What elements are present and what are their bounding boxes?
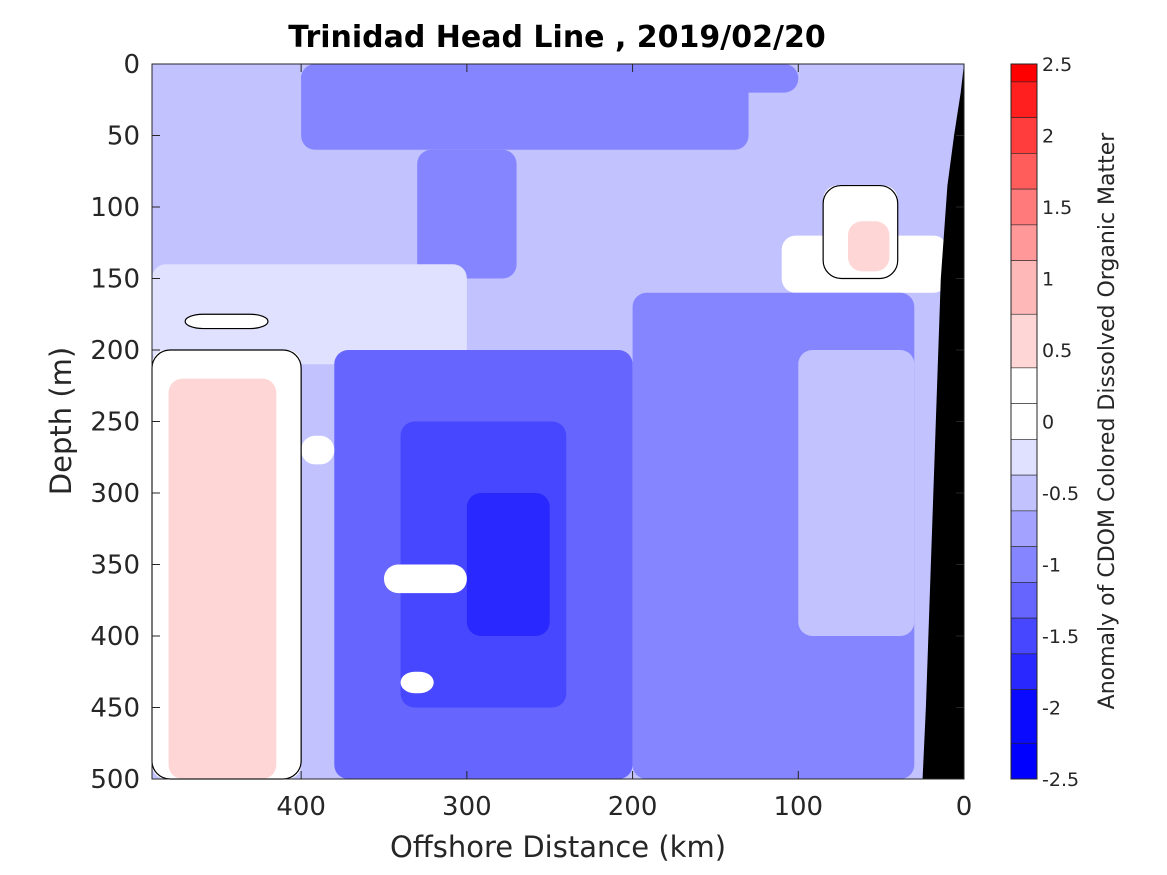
x-tick-label: 300: [442, 792, 492, 822]
chart-title: Trinidad Head Line , 2019/02/20: [288, 20, 825, 55]
colorbar-swatch: [1010, 188, 1038, 226]
y-tick-label: 450: [90, 694, 140, 724]
colorbar-tick-label: 2.5: [1042, 54, 1072, 76]
anomaly-region: [848, 221, 890, 272]
x-tick-label: 200: [608, 792, 658, 822]
colorbar-swatch: [1010, 439, 1038, 476]
y-tick-label: 0: [123, 50, 140, 80]
x-tick-label: 0: [956, 792, 973, 822]
colorbar-swatch: [1010, 689, 1038, 744]
colorbar-label: Anomaly of CDOM Colored Dissolved Organi…: [1095, 132, 1120, 710]
anomaly-region: [417, 149, 517, 279]
colorbar-swatch: [1010, 260, 1038, 315]
bathymetry-fill: [922, 64, 964, 779]
colorbar-swatch: [1010, 510, 1038, 547]
x-tick-label: 400: [276, 792, 326, 822]
y-tick-label: 50: [107, 122, 140, 152]
y-tick-label: 350: [90, 551, 140, 581]
colorbar-tick-label: -2.5: [1042, 769, 1079, 791]
zero-contour: [184, 313, 269, 330]
anomaly-region: [400, 671, 434, 694]
colorbar-tick-label: 0.5: [1042, 340, 1072, 362]
y-tick-label: 150: [90, 265, 140, 295]
colorbar-swatch: [1010, 81, 1038, 118]
colorbar-swatch: [1010, 153, 1038, 190]
x-axis: 400 300 200 100 0: [276, 64, 972, 822]
anomaly-region: [185, 314, 268, 329]
y-tick-label: 100: [90, 193, 140, 223]
colorbar-tick-label: -1: [1042, 555, 1061, 577]
colorbar-swatch: [1010, 117, 1038, 154]
colorbar-tick-label: 2: [1042, 126, 1054, 148]
y-tick-label: 400: [90, 622, 140, 652]
colorbar-tick-label: 0: [1042, 412, 1054, 434]
x-tick-label: 100: [773, 792, 823, 822]
anomaly-region: [152, 264, 467, 365]
y-tick-label: 500: [90, 765, 140, 795]
colorbar-swatch: [1010, 403, 1038, 440]
colorbar-swatch: [1010, 582, 1038, 619]
colorbar-swatch: [1010, 653, 1038, 690]
y-axis: 0 50 100 150 200 250 300 350 400 450 500: [90, 50, 964, 795]
anomaly-region: [466, 493, 550, 636]
colorbar-swatch: [1010, 617, 1038, 655]
y-tick-label: 200: [90, 336, 140, 366]
plot-area: [152, 64, 964, 779]
bathymetry-shape: [922, 64, 964, 779]
colorbar-swatch: [1010, 546, 1038, 583]
colorbar-tick-label: -0.5: [1042, 483, 1079, 505]
y-tick-label: 250: [90, 408, 140, 438]
anomaly-region: [384, 564, 467, 594]
colorbar-tick-label: 1: [1042, 269, 1054, 291]
colorbar-swatch: [1010, 367, 1038, 404]
colorbar-tick-label: 1.5: [1042, 197, 1072, 219]
zero-contour: [822, 184, 899, 280]
anomaly-region: [301, 435, 335, 465]
colorbar-frame: [1010, 63, 1038, 780]
colorbar-tick-label: -2: [1042, 698, 1061, 720]
x-axis-label: Offshore Distance (km): [390, 830, 726, 864]
colorbar-swatch: [1010, 224, 1038, 261]
colorbar-swatch: [1010, 313, 1038, 369]
colorbar-ticks: -2.5 -2 -1.5 -1 -0.5 0 0.5 1 1.5 2 2.5: [1042, 54, 1079, 791]
y-axis-label: Depth (m): [44, 347, 78, 495]
colorbar: [1010, 63, 1038, 780]
colorbar-swatch: [1010, 474, 1038, 512]
y-tick-label: 300: [90, 479, 140, 509]
colorbar-tick-label: -1.5: [1042, 626, 1079, 648]
anomaly-region: [301, 64, 799, 93]
anomaly-region: [168, 378, 277, 779]
colorbar-swatch: [1010, 742, 1038, 780]
colorbar-swatch: [1010, 63, 1038, 83]
anomaly-region: [798, 350, 915, 636]
